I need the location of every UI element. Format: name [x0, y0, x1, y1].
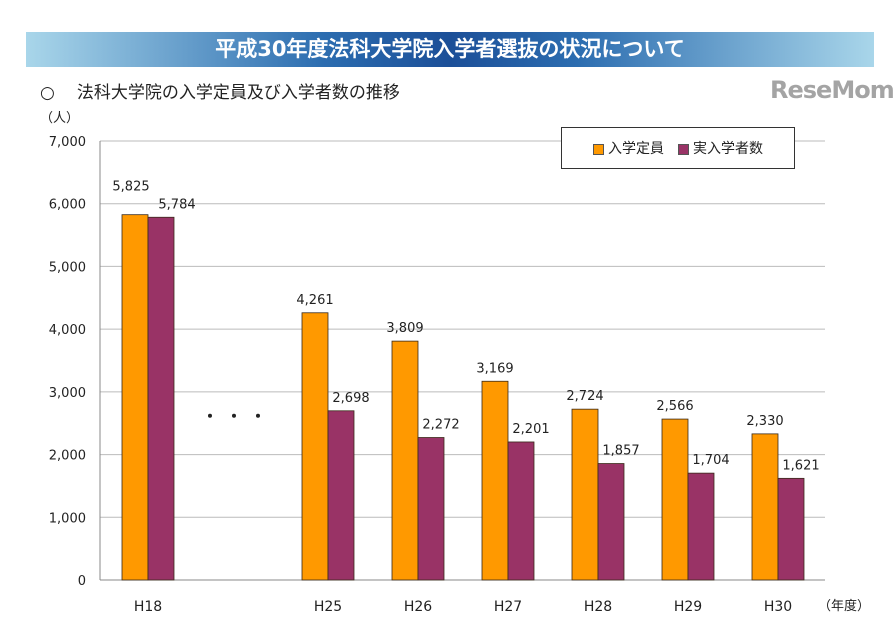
data-label: 1,621 [782, 458, 819, 473]
data-label: 4,261 [296, 293, 333, 308]
data-label: 2,272 [422, 418, 459, 433]
legend-swatch-icon [593, 143, 604, 155]
bar-capacity [481, 380, 509, 581]
legend: 入学定員 実入学者数 [561, 127, 795, 169]
x-tick-label: H26 [404, 599, 432, 615]
y-tick-label: 3,000 [49, 386, 86, 401]
y-tick-label: 6,000 [49, 198, 86, 213]
subtitle-text: 法科大学院の入学定員及び入学者数の推移 [76, 83, 400, 103]
data-label: 1,704 [692, 453, 729, 468]
y-tick-label: 1,000 [49, 511, 86, 526]
bar-capacity [301, 312, 329, 581]
bar-enrolled [597, 463, 625, 581]
x-tick-label: H18 [134, 599, 162, 615]
data-label: 3,809 [386, 321, 423, 336]
bar-enrolled [777, 477, 805, 581]
x-tick-label: H30 [764, 599, 792, 615]
legend-item-enrolled: 実入学者数 [678, 138, 763, 158]
legend-swatch-icon [678, 143, 689, 155]
data-label: 2,566 [656, 399, 693, 414]
chart-subtitle: ○ 法科大学院の入学定員及び入学者数の推移 [40, 78, 400, 103]
circle-bullet-icon: ○ [40, 83, 55, 103]
bar-capacity [751, 433, 779, 581]
y-tick-label: 4,000 [49, 323, 86, 338]
legend-item-capacity: 入学定員 [593, 138, 664, 158]
x-axis-unit: （年度） [818, 598, 870, 614]
x-tick-label: H29 [674, 599, 702, 615]
data-label: 2,698 [332, 391, 369, 406]
bar-enrolled [417, 437, 445, 581]
data-label: 2,201 [512, 422, 549, 437]
data-label: 5,825 [112, 180, 149, 195]
y-tick-label: 2,000 [49, 449, 86, 464]
data-label: 2,724 [566, 389, 603, 404]
bar-capacity [391, 340, 419, 581]
bar-enrolled [147, 216, 175, 581]
bar-enrolled [507, 441, 535, 581]
ellipsis-label: ・・・ [202, 407, 274, 426]
x-tick-label: H27 [494, 599, 522, 615]
y-tick-label: 0 [78, 574, 86, 589]
bar-capacity [571, 408, 599, 581]
bar-enrolled [687, 472, 715, 581]
y-tick-label: 7,000 [49, 135, 86, 150]
y-axis-unit: （人） [40, 111, 79, 126]
bar-capacity [121, 214, 149, 581]
resemom-logo: ReseMom [770, 76, 895, 104]
x-tick-label: H25 [314, 599, 342, 615]
bar-enrolled [327, 410, 355, 581]
page-title: 平成30年度法科大学院入学者選抜の状況について [26, 32, 874, 67]
y-tick-label: 5,000 [49, 260, 86, 275]
x-tick-label: H28 [584, 599, 612, 615]
bar-capacity [661, 418, 689, 581]
data-label: 2,330 [746, 414, 783, 429]
data-label: 3,169 [476, 361, 513, 376]
data-label: 1,857 [602, 444, 639, 459]
data-label: 5,784 [158, 197, 195, 212]
